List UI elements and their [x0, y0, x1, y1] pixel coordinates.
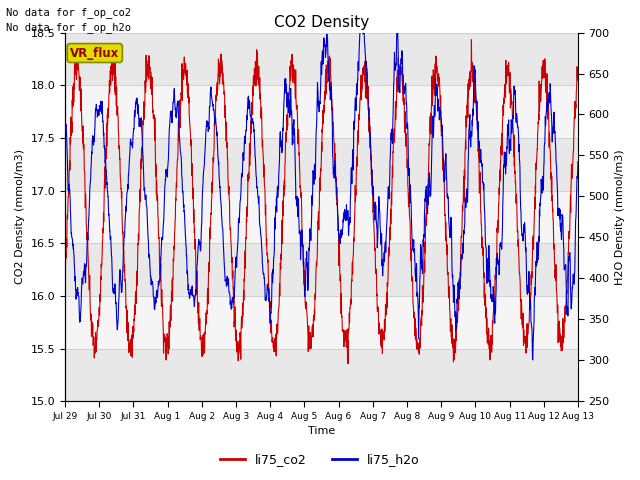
Y-axis label: H2O Density (mmol/m3): H2O Density (mmol/m3) — [615, 149, 625, 285]
Y-axis label: CO2 Density (mmol/m3): CO2 Density (mmol/m3) — [15, 149, 25, 284]
Bar — [65, 348, 578, 401]
Text: No data for f_op_co2: No data for f_op_co2 — [6, 7, 131, 18]
X-axis label: Time: Time — [308, 426, 335, 436]
Bar — [65, 243, 578, 296]
Bar — [65, 296, 578, 348]
Text: No data for f_op_h2o: No data for f_op_h2o — [6, 22, 131, 33]
Bar — [65, 33, 578, 85]
Text: VR_flux: VR_flux — [70, 47, 120, 60]
Title: CO2 Density: CO2 Density — [274, 15, 369, 30]
Legend: li75_co2, li75_h2o: li75_co2, li75_h2o — [215, 448, 425, 471]
Bar — [65, 138, 578, 191]
Bar — [65, 191, 578, 243]
Bar — [65, 85, 578, 138]
